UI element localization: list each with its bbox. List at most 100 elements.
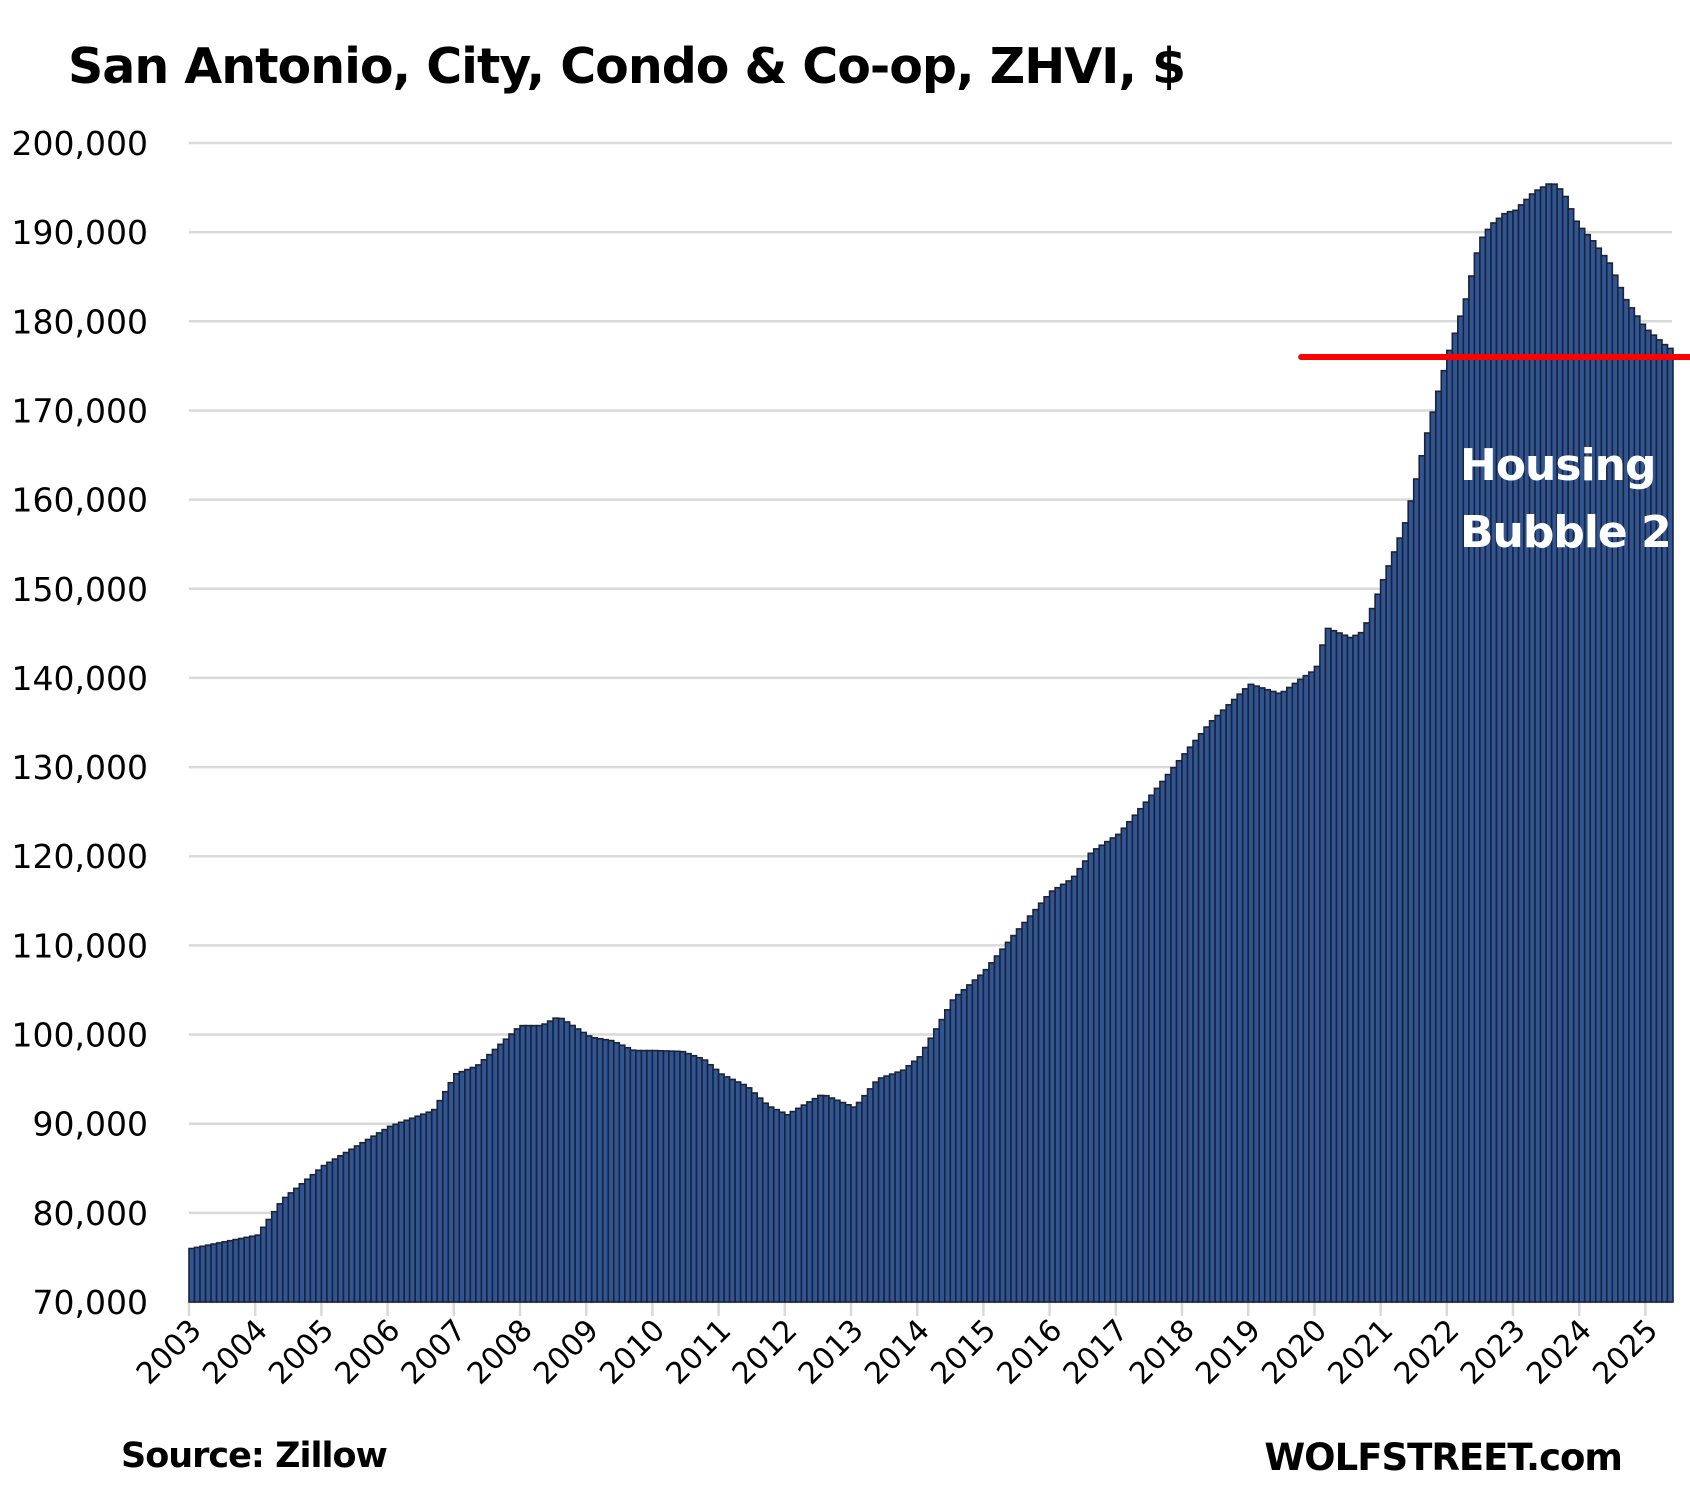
- bar: [1401, 522, 1409, 1303]
- x-tick-label: 2016: [991, 1313, 1070, 1392]
- source-label: Source: Zillow: [121, 1436, 388, 1476]
- bar: [221, 1241, 229, 1303]
- bar: [635, 1049, 643, 1303]
- y-tick-label: 120,000: [12, 837, 148, 876]
- bar: [1131, 814, 1139, 1303]
- bar: [408, 1117, 416, 1303]
- bar: [1214, 714, 1222, 1303]
- y-tick-label: 170,000: [12, 391, 148, 430]
- x-tick-label: 2007: [395, 1313, 474, 1392]
- bar: [1390, 551, 1398, 1303]
- bar: [1567, 208, 1575, 1303]
- bar: [1186, 746, 1194, 1303]
- bar: [1297, 678, 1305, 1303]
- bar: [1103, 840, 1112, 1303]
- bar: [943, 1009, 952, 1303]
- bar: [855, 1101, 863, 1303]
- bar: [1434, 390, 1443, 1303]
- x-tick-label: 2004: [196, 1313, 275, 1392]
- bar: [679, 1050, 687, 1303]
- bar: [899, 1069, 907, 1303]
- bar: [1473, 252, 1481, 1303]
- bar: [783, 1113, 792, 1303]
- bar: [193, 1246, 201, 1303]
- bar: [475, 1064, 483, 1303]
- bar: [276, 1203, 284, 1303]
- bar: [668, 1050, 676, 1303]
- bar: [430, 1108, 439, 1303]
- bar: [1578, 227, 1586, 1303]
- bar: [695, 1056, 703, 1303]
- bar: [436, 1099, 444, 1303]
- y-tick-label: 150,000: [12, 570, 148, 609]
- bar: [955, 993, 963, 1303]
- bar: [905, 1064, 913, 1303]
- y-tick-label: 190,000: [12, 213, 148, 252]
- bar: [1423, 432, 1432, 1303]
- bar: [850, 1106, 858, 1303]
- bar: [1583, 233, 1592, 1303]
- bar: [640, 1049, 648, 1303]
- bar: [767, 1106, 775, 1303]
- bar: [745, 1087, 753, 1303]
- bar: [1407, 500, 1415, 1303]
- bar: [1363, 622, 1371, 1303]
- x-tick-label: 2012: [726, 1313, 805, 1392]
- bar: [243, 1236, 251, 1303]
- bar: [563, 1021, 571, 1303]
- bar: [464, 1068, 472, 1303]
- bar: [1153, 787, 1161, 1303]
- bar: [1379, 579, 1387, 1303]
- bar: [877, 1077, 885, 1303]
- bar: [519, 1024, 527, 1303]
- y-tick-labels: 70,000 80,000 90,000 100,000 110,000 120,000 1…: [12, 124, 148, 1322]
- bar: [546, 1020, 554, 1303]
- bar: [1203, 726, 1211, 1303]
- bar: [237, 1237, 245, 1303]
- bar: [1605, 262, 1614, 1303]
- bar: [927, 1037, 935, 1303]
- bar: [579, 1031, 588, 1303]
- bar: [806, 1101, 814, 1303]
- x-tick-label: 2008: [461, 1313, 540, 1392]
- bar: [513, 1028, 521, 1303]
- bar: [1412, 478, 1421, 1303]
- bar: [568, 1024, 576, 1303]
- bar: [535, 1024, 543, 1303]
- bar: [1418, 454, 1426, 1303]
- bar: [999, 948, 1007, 1303]
- bar: [1550, 183, 1558, 1303]
- bar: [988, 962, 996, 1303]
- x-tick-label: 2020: [1255, 1313, 1334, 1392]
- bar: [1528, 193, 1536, 1303]
- x-tick-label: 2021: [1322, 1313, 1401, 1392]
- x-tick-label: 2010: [593, 1313, 672, 1392]
- bar: [1324, 627, 1332, 1303]
- bar: [739, 1083, 747, 1303]
- bar: [789, 1110, 797, 1303]
- bar: [486, 1053, 494, 1303]
- bar: [894, 1071, 902, 1303]
- bar: [1236, 693, 1244, 1303]
- bar: [403, 1119, 411, 1303]
- bar: [1352, 634, 1360, 1303]
- bars: [188, 183, 1674, 1303]
- bar: [1059, 883, 1067, 1303]
- bar: [1026, 915, 1034, 1303]
- bar: [1501, 212, 1509, 1303]
- bar: [1241, 688, 1250, 1303]
- bar: [1037, 902, 1045, 1303]
- bar: [932, 1028, 941, 1303]
- bar: [1666, 347, 1674, 1303]
- bar: [1506, 210, 1514, 1303]
- bar: [1092, 848, 1101, 1303]
- bar: [1661, 343, 1669, 1303]
- bar: [1021, 921, 1029, 1303]
- bar: [1192, 739, 1200, 1303]
- y-tick-label: 90,000: [33, 1105, 148, 1144]
- bar: [386, 1125, 394, 1303]
- bar: [1252, 685, 1261, 1303]
- bar: [673, 1050, 681, 1303]
- bar: [938, 1018, 946, 1303]
- bar: [574, 1028, 582, 1303]
